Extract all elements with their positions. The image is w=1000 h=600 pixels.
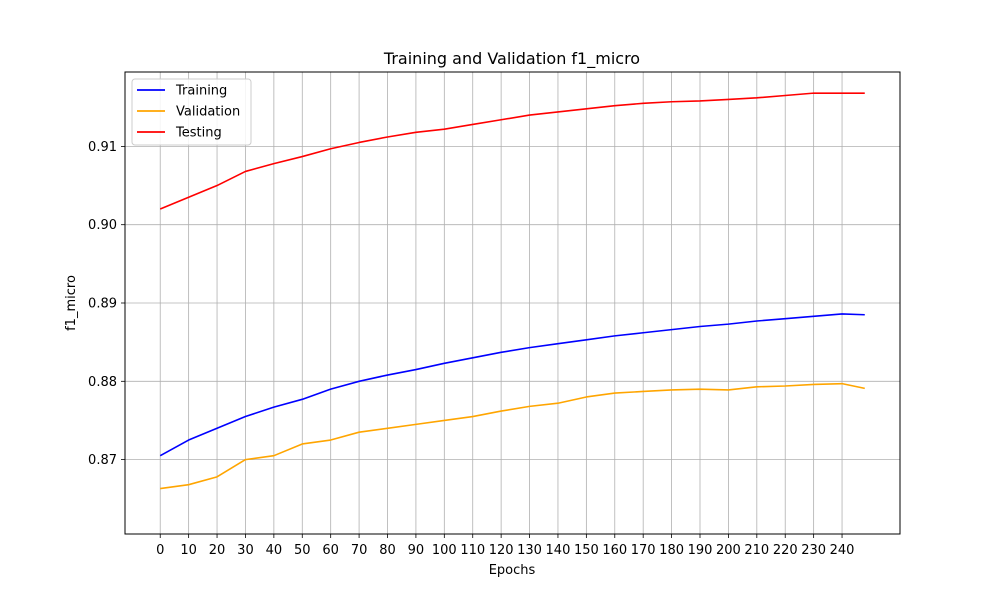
grid (125, 72, 900, 534)
legend-entry: Testing (175, 126, 222, 141)
x-tick-label: 80 (379, 543, 396, 558)
x-tick-label: 240 (830, 543, 855, 558)
x-tick-label: 10 (180, 543, 197, 558)
x-tick-label: 0 (156, 543, 164, 558)
x-tick-label: 110 (460, 543, 485, 558)
x-axis-ticks: 0 10 20 30 40 50 60 70 80 90 100 110 120 130 140 150 160… (156, 534, 854, 558)
x-tick-label: 90 (408, 543, 425, 558)
y-tick-label: 0.88 (88, 375, 117, 390)
y-axis-ticks: 0.87 0.88 0.89 0.90 0.91 (88, 140, 125, 468)
x-axis-label: Epochs (489, 563, 536, 578)
x-tick-label: 150 (574, 543, 599, 558)
x-tick-label: 160 (602, 543, 627, 558)
chart-title: Training and Validation f1_micro (383, 49, 640, 69)
legend-entry: Training (175, 84, 227, 99)
x-tick-label: 220 (773, 543, 798, 558)
x-tick-label: 60 (322, 543, 339, 558)
x-tick-label: 100 (432, 543, 457, 558)
x-tick-label: 230 (801, 543, 826, 558)
x-tick-label: 30 (237, 543, 254, 558)
series-line-validation (160, 382, 865, 490)
x-tick-label: 190 (688, 543, 713, 558)
y-tick-label: 0.90 (88, 218, 117, 233)
x-tick-label: 200 (716, 543, 741, 558)
y-tick-label: 0.91 (88, 140, 117, 155)
y-tick-label: 0.89 (88, 297, 117, 312)
x-tick-label: 40 (266, 543, 283, 558)
x-tick-label: 50 (294, 543, 311, 558)
y-tick-label: 0.87 (88, 453, 117, 468)
x-tick-label: 210 (744, 543, 769, 558)
series-lines (159, 92, 865, 490)
x-tick-label: 20 (209, 543, 226, 558)
x-tick-label: 170 (631, 543, 656, 558)
x-tick-label: 130 (517, 543, 542, 558)
x-tick-label: 70 (351, 543, 368, 558)
x-tick-label: 140 (546, 543, 571, 558)
series-line-training (159, 313, 865, 457)
x-tick-label: 180 (659, 543, 684, 558)
legend-box (131, 78, 252, 146)
x-tick-label: 120 (489, 543, 514, 558)
legend: Training Validation Testing (131, 78, 252, 146)
series-line-testing (159, 92, 865, 210)
y-axis-label: f1_micro (64, 275, 79, 331)
legend-entry: Validation (176, 105, 240, 120)
